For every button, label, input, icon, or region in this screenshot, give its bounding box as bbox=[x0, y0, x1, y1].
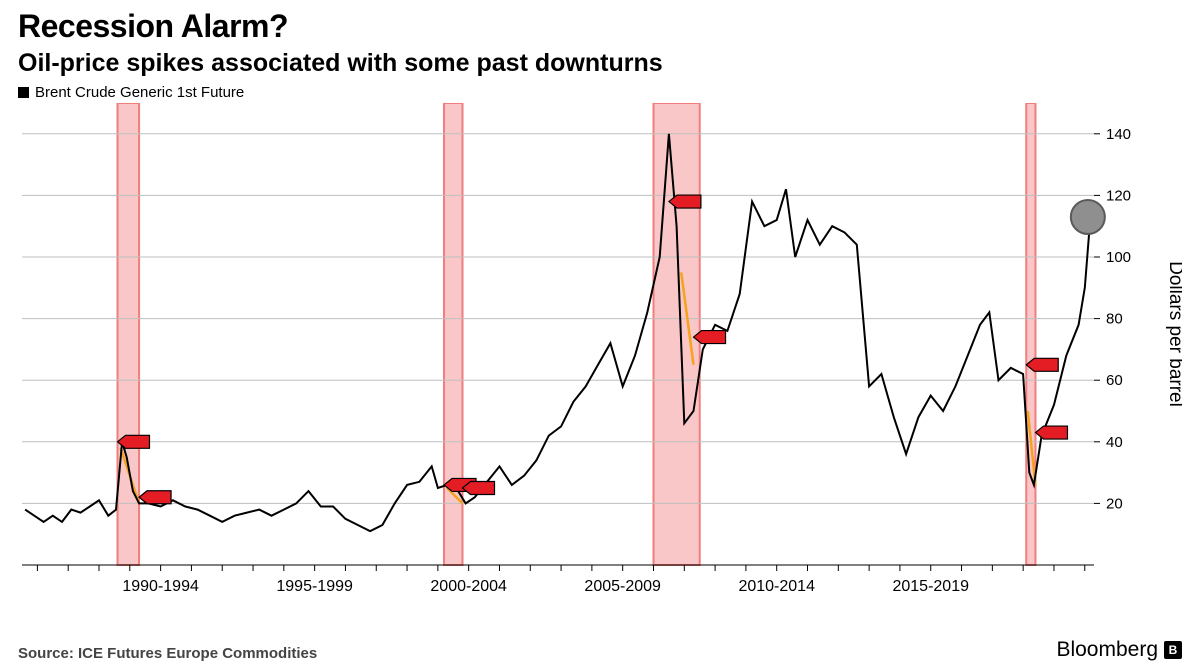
event-marker-icon bbox=[1035, 426, 1067, 439]
brand-label: Bloomberg B bbox=[1056, 638, 1182, 662]
legend: Brent Crude Generic 1st Future bbox=[18, 84, 1182, 101]
line-chart: 20 40 60 80 100 120 140 Dollars per barrel 1990-… bbox=[18, 103, 1182, 611]
chart-area: 20 40 60 80 100 120 140 Dollars per barrel 1990-… bbox=[18, 103, 1182, 611]
event-marker-icon bbox=[139, 491, 171, 504]
x-tick-label: 2005-2009 bbox=[584, 578, 661, 595]
y-tick-label: 80 bbox=[1106, 311, 1123, 328]
event-marker-icon bbox=[1026, 358, 1058, 371]
y-tick-label: 60 bbox=[1106, 372, 1123, 389]
event-marker-icon bbox=[463, 482, 495, 495]
legend-swatch bbox=[18, 87, 29, 98]
y-tick-label: 100 bbox=[1106, 249, 1131, 266]
x-tick-label: 2000-2004 bbox=[430, 578, 507, 595]
bloomberg-logo-icon: B bbox=[1164, 641, 1182, 659]
current-value-marker bbox=[1071, 200, 1105, 234]
x-tick-label: 2010-2014 bbox=[738, 578, 815, 595]
price-line bbox=[25, 134, 1091, 531]
x-tick-label: 1990-1994 bbox=[122, 578, 199, 595]
recession-band bbox=[653, 103, 699, 565]
recession-band bbox=[1026, 103, 1035, 565]
chart-subtitle: Oil-price spikes associated with some pa… bbox=[18, 49, 1182, 78]
chart-title: Recession Alarm? bbox=[18, 8, 1182, 45]
x-tick-label: 1995-1999 bbox=[276, 578, 353, 595]
event-marker-icon bbox=[117, 435, 149, 448]
y-tick-label: 120 bbox=[1106, 187, 1131, 204]
y-tick-label: 40 bbox=[1106, 434, 1123, 451]
y-tick-label: 20 bbox=[1106, 495, 1123, 512]
x-tick-label: 2015-2019 bbox=[892, 578, 969, 595]
legend-label: Brent Crude Generic 1st Future bbox=[35, 84, 244, 101]
event-marker-icon bbox=[669, 195, 701, 208]
event-marker-icon bbox=[694, 331, 726, 344]
y-tick-label: 140 bbox=[1106, 126, 1131, 143]
source-attribution: Source: ICE Futures Europe Commodities bbox=[18, 645, 317, 662]
y-axis-title: Dollars per barrel bbox=[1165, 261, 1182, 407]
